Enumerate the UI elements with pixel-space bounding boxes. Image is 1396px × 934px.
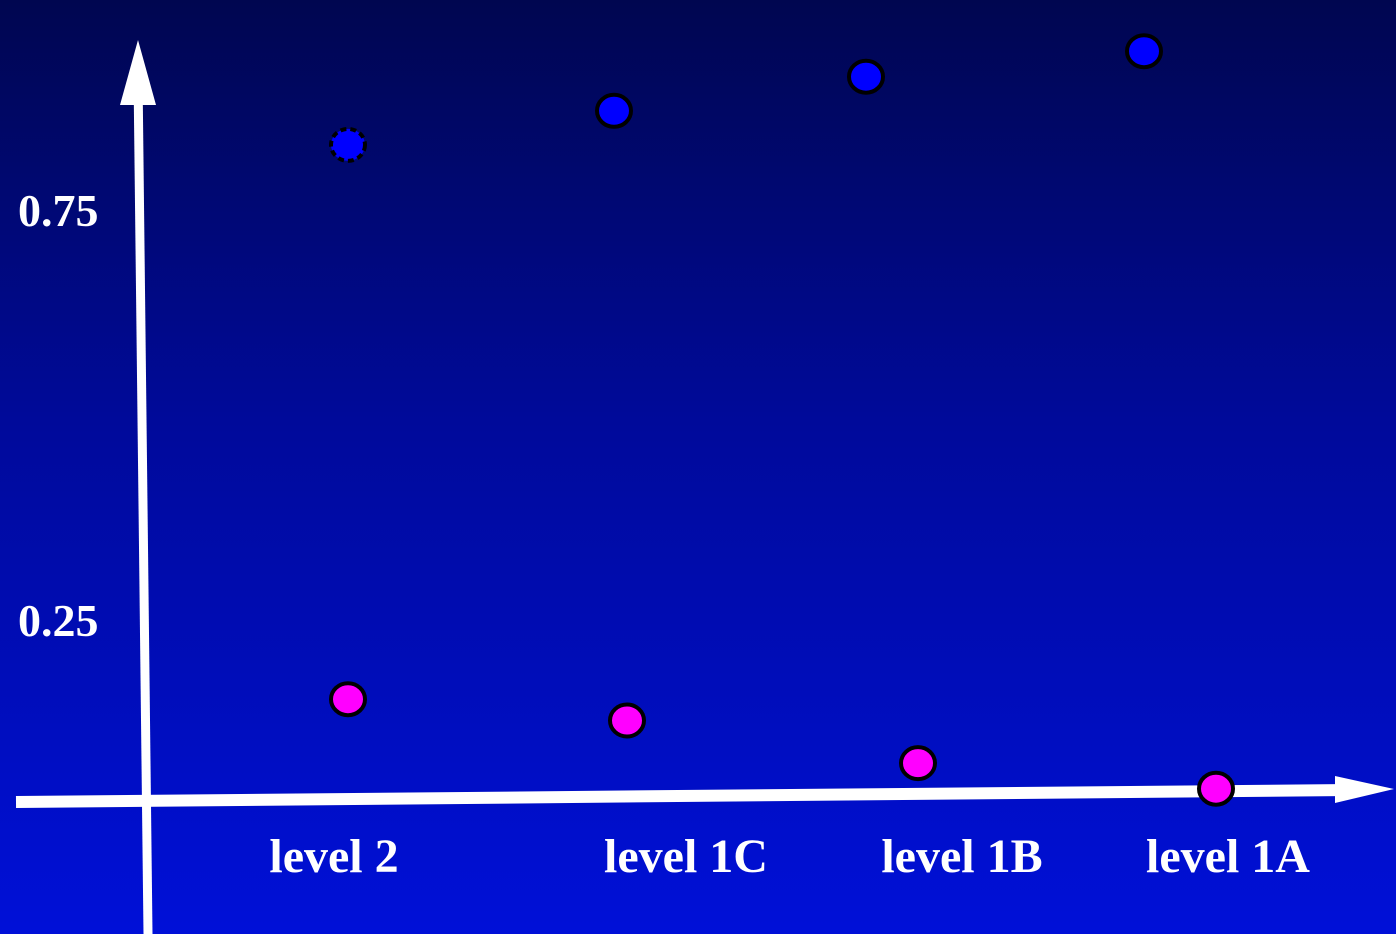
- y-axis-line: [133, 74, 153, 934]
- x-category-labels: level 2 level 1C level 1B level 1A: [269, 830, 1310, 883]
- data-point: [847, 58, 885, 95]
- x-category-label: level 1C: [604, 830, 768, 883]
- data-point: [1197, 770, 1235, 807]
- x-category-label: level 1B: [881, 830, 1042, 883]
- y-tick-label: 0.75: [18, 185, 99, 236]
- y-axis-arrow-icon: [120, 40, 156, 105]
- data-points: [329, 33, 1235, 807]
- data-point: [899, 745, 937, 782]
- data-point: [329, 681, 367, 718]
- axes: [15, 40, 1394, 934]
- y-tick-label: 0.25: [18, 595, 99, 646]
- data-point: [1125, 33, 1163, 70]
- data-point: [329, 126, 367, 163]
- x-category-label: level 1A: [1146, 830, 1310, 883]
- x-axis-line: [15, 784, 1351, 808]
- y-tick-labels: 0.75 0.25: [18, 185, 99, 646]
- data-point: [595, 92, 633, 129]
- data-point: [608, 702, 646, 739]
- x-category-label: level 2: [269, 830, 398, 883]
- x-axis-arrow-icon: [1335, 776, 1394, 803]
